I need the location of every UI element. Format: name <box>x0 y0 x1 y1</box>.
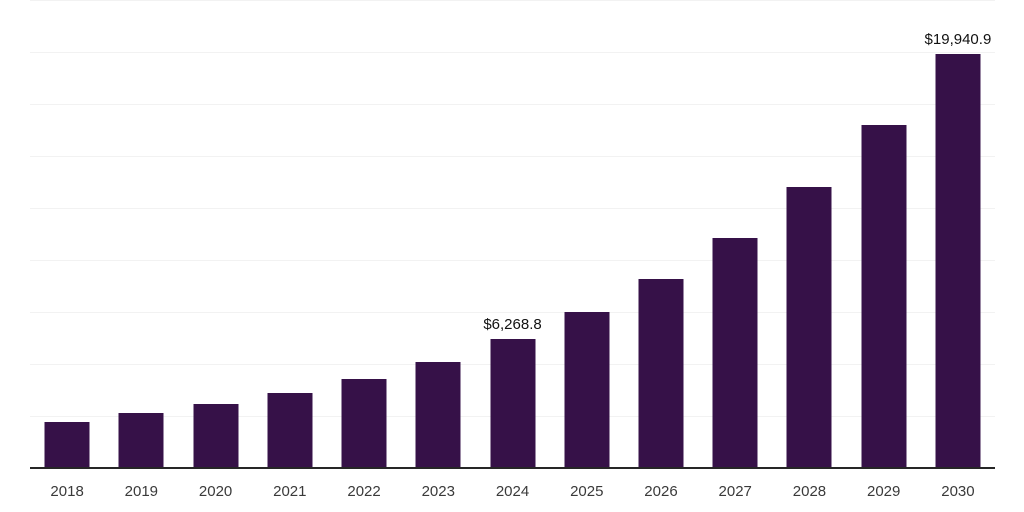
gridline-22500 <box>30 0 995 1</box>
data-label-2024: $6,268.8 <box>483 315 542 333</box>
bar-slot-2021 <box>253 1 327 469</box>
bar-2025 <box>564 311 610 469</box>
x-axis-line <box>30 467 995 469</box>
bar-2023 <box>415 361 461 469</box>
x-tick-2025: 2025 <box>570 483 604 500</box>
bar-2022 <box>341 379 387 469</box>
x-tick-2018: 2018 <box>50 483 84 500</box>
bar-2026 <box>638 278 684 469</box>
bars-layer: $6,268.8 $19,940.9 <box>30 1 995 469</box>
bar-slot-2028 <box>772 1 846 469</box>
bar-slot-2022 <box>327 1 401 469</box>
gridline-17500 <box>30 104 995 105</box>
bar-slot-2029 <box>847 1 921 469</box>
x-tick-2023: 2023 <box>421 483 455 500</box>
bar-2024: $6,268.8 <box>483 316 542 469</box>
x-tick-2019: 2019 <box>124 483 159 500</box>
bar-slot-2026 <box>624 1 698 469</box>
x-tick-2027: 2027 <box>718 483 752 500</box>
bar-slot-2019 <box>104 1 178 469</box>
gridline-10000 <box>30 260 995 261</box>
bar-slot-2025 <box>550 1 624 469</box>
bar-slot-2023 <box>401 1 475 469</box>
x-tick-2022: 2022 <box>347 483 381 500</box>
x-tick-2026: 2026 <box>644 483 678 500</box>
bar-slot-2018 <box>30 1 104 469</box>
x-tick-2020: 2020 <box>198 483 233 500</box>
x-axis-tick-labels: 2018 2019 2020 2021 2022 2023 2024 2025 2026 2027… <box>30 483 995 501</box>
bar-slot-2027 <box>698 1 772 469</box>
data-label-2030: $19,940.9 <box>924 31 992 49</box>
gridline-7500 <box>30 312 995 314</box>
bar-2018 <box>44 422 90 469</box>
bar-2028 <box>786 187 832 469</box>
bar-2019 <box>118 413 164 469</box>
x-tick-2029: 2029 <box>867 483 901 500</box>
bar-2027 <box>712 238 758 469</box>
bar-2020 <box>193 404 239 469</box>
bar-slot-2020 <box>178 1 252 469</box>
x-tick-2024: 2024 <box>495 483 530 500</box>
plot-area: $6,268.8 $19,940.9 <box>30 0 995 469</box>
bar-2021 <box>267 392 313 469</box>
bar-slot-2024: $6,268.8 <box>475 1 549 469</box>
bar-2030: $19,940.9 <box>925 31 991 469</box>
gridline-20000 <box>30 52 995 53</box>
x-tick-2030: 2030 <box>941 483 975 500</box>
gridline-12500 <box>30 208 995 209</box>
gridline-15000 <box>30 156 995 158</box>
x-tick-2028: 2028 <box>792 483 827 500</box>
x-tick-2021: 2021 <box>273 483 307 500</box>
bar-slot-2030: $19,940.9 <box>921 1 995 469</box>
bar-2029 <box>861 124 907 469</box>
